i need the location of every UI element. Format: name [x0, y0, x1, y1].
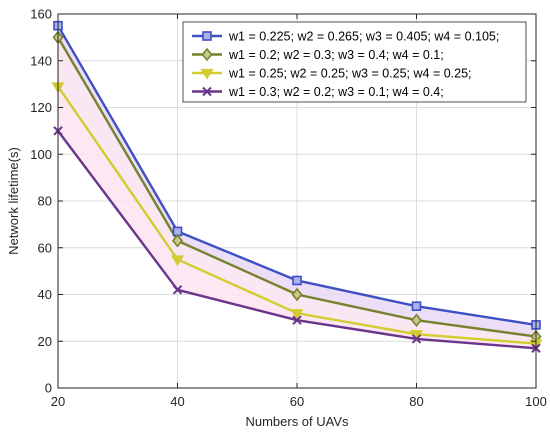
- legend-label: w1 = 0.225; w2 = 0.265; w3 = 0.405; w4 =…: [228, 30, 499, 44]
- legend: w1 = 0.225; w2 = 0.265; w3 = 0.405; w4 =…: [182, 21, 527, 103]
- series-marker-stroke: [172, 285, 183, 295]
- series-marker-stroke: [292, 315, 302, 325]
- y-tick-label: 80: [38, 194, 52, 209]
- x-tick-label: 20: [51, 394, 65, 409]
- legend-box: [182, 21, 527, 103]
- series-marker: [411, 301, 422, 311]
- x-tick-label: 80: [409, 394, 423, 409]
- y-tick-label: 120: [30, 100, 52, 115]
- x-axis-label: Numbers of UAVs: [245, 414, 349, 429]
- series-marker: [172, 285, 183, 295]
- series-marker: [411, 334, 422, 344]
- y-tick-label: 0: [45, 381, 52, 396]
- series-bands: [58, 25, 536, 349]
- x-tick-label: 60: [290, 394, 304, 409]
- y-tick-label: 20: [38, 334, 52, 349]
- series-marker: [200, 68, 214, 80]
- series-band: [58, 86, 536, 349]
- series-marker: [410, 313, 423, 327]
- y-axis-ticks: 0 20 40 60 80 100 120 140 160: [30, 7, 536, 396]
- y-tick-label: 140: [30, 53, 52, 68]
- legend-label: w1 = 0.3; w2 = 0.2; w3 = 0.1; w4 = 0.4;: [228, 85, 444, 99]
- y-tick-label: 160: [30, 7, 52, 22]
- x-tick-label: 40: [170, 394, 184, 409]
- series-marker-stroke: [202, 86, 212, 97]
- y-tick-label: 100: [30, 147, 52, 162]
- series-marker: [290, 309, 304, 320]
- x-tick-label: 100: [525, 394, 547, 409]
- series-marker: [202, 86, 212, 97]
- x-axis-ticks: 20 40 60 80 100: [51, 14, 547, 409]
- legend-label: w1 = 0.2; w2 = 0.3; w3 = 0.4; w4 = 0.1;: [228, 48, 444, 62]
- series-marker: [291, 287, 303, 302]
- series-marker: [292, 315, 302, 325]
- series-marker: [171, 233, 184, 248]
- y-axis-label: Network lifetime(s): [6, 147, 21, 255]
- y-tick-label: 40: [38, 287, 52, 302]
- series-marker: [170, 255, 185, 267]
- series-marker-stroke: [411, 334, 422, 344]
- series-marker: [201, 47, 213, 62]
- series-marker: [292, 275, 302, 286]
- series-marker: [202, 31, 212, 41]
- y-tick-label: 60: [38, 240, 52, 255]
- legend-label: w1 = 0.25; w2 = 0.25; w3 = 0.25; w4 = 0.…: [228, 67, 472, 81]
